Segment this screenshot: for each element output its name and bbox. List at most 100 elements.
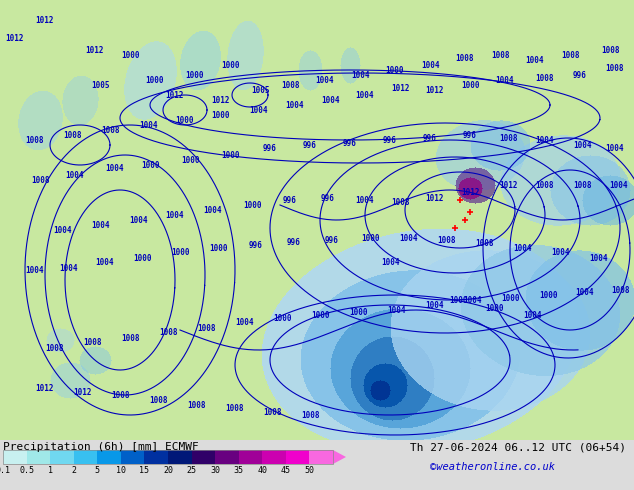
Text: 1008: 1008 [536,180,554,190]
Text: 1004: 1004 [589,253,607,263]
Text: 1008: 1008 [611,286,630,294]
Text: 1008: 1008 [605,64,624,73]
Bar [121,450,145,464]
Text: 40: 40 [257,466,268,475]
Text: 1012: 1012 [36,16,55,24]
Text: 1004: 1004 [204,205,223,215]
Text: 1000: 1000 [449,295,467,304]
Text: 1004: 1004 [463,295,481,304]
Text: 1004: 1004 [526,55,544,65]
Text: 1004: 1004 [356,196,374,204]
Text: 1004: 1004 [609,180,627,190]
Text: 996: 996 [303,141,317,149]
Text: 996: 996 [287,238,301,246]
Text: 1000: 1000 [539,291,557,299]
Text: 996: 996 [343,139,357,147]
Text: 1008: 1008 [475,239,493,247]
Text: 1000: 1000 [133,253,152,263]
Text: 1000: 1000 [461,80,479,90]
Text: 1000: 1000 [273,314,291,322]
Text: 996: 996 [423,133,437,143]
Text: 996: 996 [321,194,335,202]
Text: 1004: 1004 [66,171,84,179]
Text: 1004: 1004 [513,244,531,252]
Text: 1000: 1000 [501,294,519,302]
Text: 1000: 1000 [385,66,404,74]
Text: 996: 996 [263,144,277,152]
Text: 1000: 1000 [176,116,194,124]
Text: 1004: 1004 [321,96,339,104]
Text: 1000: 1000 [486,303,504,313]
Text: 1008: 1008 [101,125,119,134]
Text: 1012: 1012 [499,180,517,190]
Text: 15: 15 [139,466,150,475]
Text: 1004: 1004 [381,258,399,267]
Text: 1004: 1004 [286,100,304,109]
Text: 1008: 1008 [499,133,517,143]
Text: 1008: 1008 [26,136,44,145]
Text: 1012: 1012 [6,33,24,43]
Bar [191,450,215,464]
Text: 1008: 1008 [83,338,101,346]
Bar [50,450,74,464]
Text: 1004: 1004 [573,141,592,149]
Bar [286,450,309,464]
Text: 1004: 1004 [551,247,569,256]
Text: 0.5: 0.5 [19,466,34,475]
Text: 1: 1 [48,466,53,475]
Text: 2: 2 [71,466,76,475]
Text: 1008: 1008 [262,408,281,416]
Bar [145,450,168,464]
Text: 1004: 1004 [576,288,594,296]
Text: 1012: 1012 [210,96,230,104]
Text: 5: 5 [95,466,100,475]
Text: 1000: 1000 [186,71,204,79]
Bar [3,450,27,464]
Text: 1008: 1008 [120,334,139,343]
Text: 1004: 1004 [316,75,334,84]
Text: 1008: 1008 [31,175,49,185]
Text: 1008: 1008 [437,236,455,245]
Text: 1012: 1012 [426,85,444,95]
Text: 1004: 1004 [26,266,44,274]
Text: Precipitation (6h) [mm] ECMWF: Precipitation (6h) [mm] ECMWF [3,442,198,452]
Text: 1012: 1012 [86,46,104,54]
Text: 1008: 1008 [149,395,167,405]
Text: 1012: 1012 [391,83,410,93]
Bar [3,450,333,464]
Text: 1004: 1004 [536,136,554,145]
Text: 1008: 1008 [560,50,579,59]
Text: 1008: 1008 [573,180,592,190]
Text: 1008: 1008 [536,74,554,82]
Text: 1004: 1004 [387,305,405,315]
Text: 1004: 1004 [91,220,109,229]
Polygon shape [333,450,346,464]
Text: 1012: 1012 [426,194,444,202]
Text: 1000: 1000 [181,155,199,165]
Text: 1008: 1008 [197,323,216,333]
Text: 1004: 1004 [129,216,147,224]
Text: ©weatheronline.co.uk: ©weatheronline.co.uk [430,462,555,472]
Text: 1004: 1004 [165,211,184,220]
Text: 50: 50 [304,466,314,475]
Text: 1012: 1012 [36,384,55,392]
Text: 1004: 1004 [96,258,114,267]
Text: Th 27-06-2024 06..12 UTC (06+54): Th 27-06-2024 06..12 UTC (06+54) [410,442,626,452]
Text: 30: 30 [210,466,220,475]
Text: 1008: 1008 [158,327,178,337]
Text: 996: 996 [383,136,397,145]
Bar [239,450,262,464]
Text: 1004: 1004 [106,164,124,172]
Text: 1004: 1004 [53,225,71,235]
Text: 1008: 1008 [63,130,81,140]
Text: 1000: 1000 [146,75,164,84]
Text: 1004: 1004 [351,71,369,79]
Text: 1012: 1012 [461,188,479,196]
Text: 1004: 1004 [421,60,439,70]
Text: 1004: 1004 [496,75,514,84]
Text: 1008: 1008 [391,197,410,206]
Text: 20: 20 [163,466,173,475]
Bar [309,450,333,464]
Text: 1000: 1000 [243,200,261,210]
Text: 1004: 1004 [425,300,443,310]
